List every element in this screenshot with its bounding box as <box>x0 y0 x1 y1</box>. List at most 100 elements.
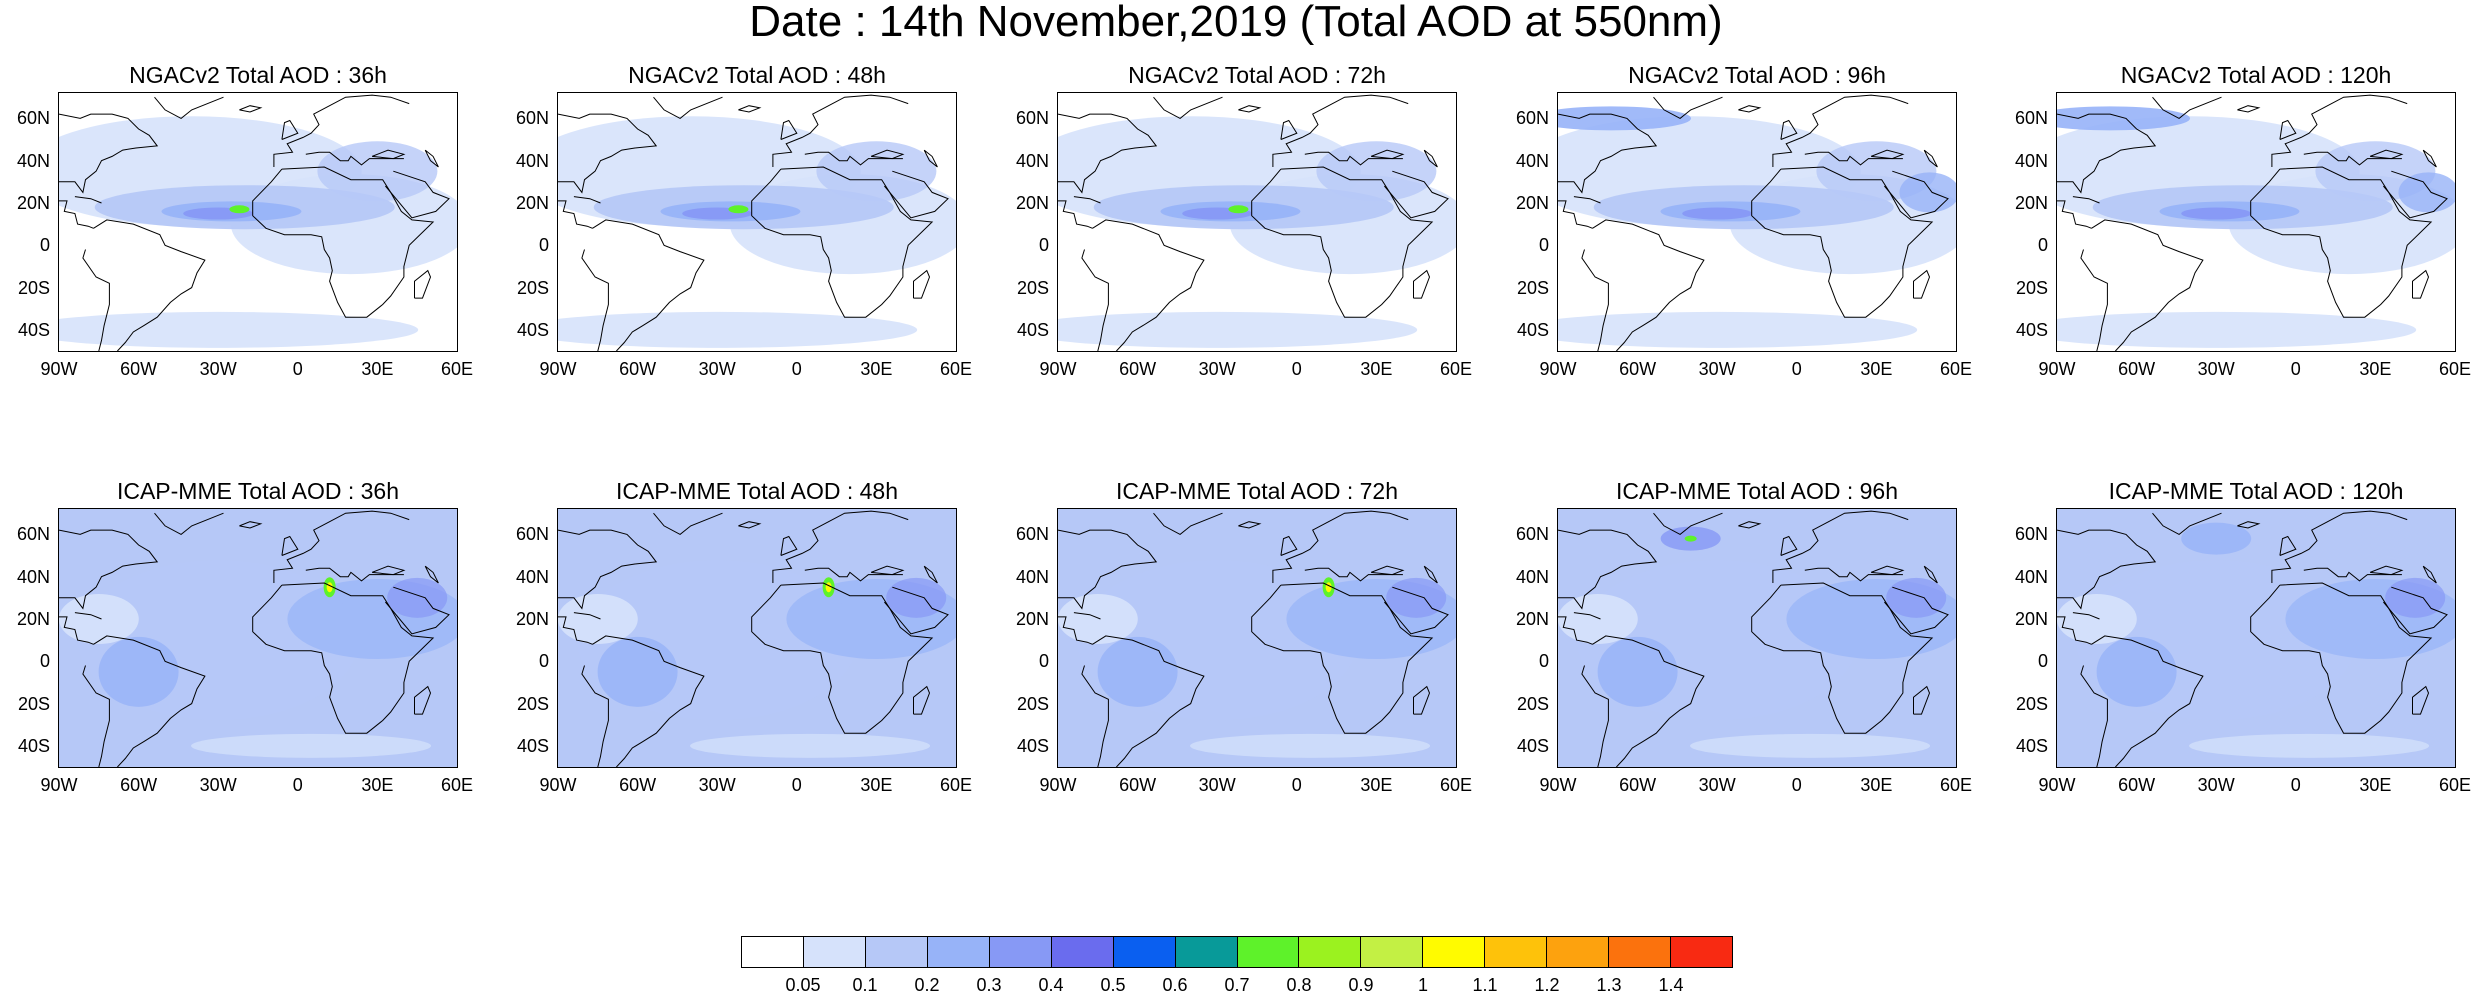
lon-tick-label: 60E <box>939 359 973 379</box>
coastline <box>59 200 94 229</box>
coastline <box>305 567 404 582</box>
lon-tick-label: 30W <box>698 775 736 795</box>
figure-title: Date : 14th November,2019 (Total AOD at … <box>749 0 1723 46</box>
lon-tick-label: 90W <box>1539 775 1577 795</box>
lon-tick-label: 30W <box>2197 775 2235 795</box>
lat-tick-label: 40S <box>1516 319 1549 340</box>
lon-tick-label: 60E <box>1939 359 1973 379</box>
lat-tick-label: 40N <box>2014 566 2048 587</box>
lon-tick-label: 30W <box>698 359 736 379</box>
coastline <box>573 196 601 204</box>
lon-tick-label: 60W <box>120 775 158 795</box>
coastline <box>414 685 432 715</box>
colorbar-label: 0.6 <box>1162 975 1188 995</box>
coastline <box>1780 119 1798 140</box>
colorbar-swatch <box>1423 937 1486 967</box>
coastline <box>82 249 110 351</box>
lat-tick-label: 40S <box>17 735 50 756</box>
coastline <box>558 529 658 610</box>
colorbar-swatch <box>927 937 990 967</box>
coastline <box>1804 567 1903 582</box>
coastline <box>2250 166 2433 318</box>
lon-tick-label: 30E <box>860 775 893 795</box>
coastline <box>154 96 224 119</box>
coastline <box>913 269 931 299</box>
coastline <box>884 170 949 219</box>
lat-tick-label: 40N <box>515 150 549 171</box>
coastline <box>1423 565 1438 584</box>
aod-map <box>1057 508 1457 768</box>
coastline <box>252 582 435 734</box>
lat-tick-label: 20N <box>2014 608 2048 629</box>
colorbar-label: 0.5 <box>1100 975 1126 995</box>
lon-tick-label: 60E <box>2438 359 2472 379</box>
coastline <box>385 170 450 219</box>
lat-tick-label: 60N <box>16 524 50 545</box>
lon-tick-label: 0 <box>2290 775 2301 795</box>
lon-tick-label: 30E <box>1360 359 1393 379</box>
lon-tick-label: 30E <box>1360 775 1393 795</box>
coastline <box>305 151 404 166</box>
lon-tick-label: 60E <box>440 359 474 379</box>
coastline <box>1558 200 1593 229</box>
coastline <box>1772 510 1909 583</box>
lon-tick-label: 0 <box>791 359 802 379</box>
coastline <box>558 616 593 645</box>
lat-tick-label: 20S <box>516 277 549 298</box>
coastline <box>59 529 159 610</box>
lat-tick-label: 20S <box>1516 277 1549 298</box>
colorbar-swatch <box>1237 937 1300 967</box>
coastline <box>1923 149 1938 168</box>
lon-tick-label: 90W <box>539 775 577 795</box>
lon-tick-label: 0 <box>292 775 303 795</box>
lat-tick-label: 0 <box>1038 235 1049 256</box>
coastline <box>1653 512 1723 535</box>
lat-tick-label: 20N <box>2014 192 2048 213</box>
coastline <box>1384 170 1449 219</box>
lat-tick-label: 0 <box>2037 651 2048 672</box>
lat-tick-label: 20S <box>2015 693 2048 714</box>
lat-tick-label: 20N <box>515 192 549 213</box>
lat-tick-label: 20S <box>2015 277 2048 298</box>
lon-tick-label: 0 <box>1791 359 1802 379</box>
lon-tick-label: 60E <box>440 775 474 795</box>
coastline <box>273 94 410 167</box>
coastline <box>1804 151 1903 166</box>
lat-tick-label: 40S <box>17 319 50 340</box>
panel-title: NGACv2 Total AOD : 36h <box>129 62 387 88</box>
lon-tick-label: 60W <box>1119 359 1157 379</box>
lon-tick-label: 60E <box>1439 359 1473 379</box>
lat-tick-label: 40S <box>2015 735 2048 756</box>
coastline <box>239 521 263 529</box>
coastline <box>1058 616 1093 645</box>
coastline <box>2369 149 2404 160</box>
lat-tick-label: 40N <box>1015 150 1049 171</box>
coastline <box>573 612 601 620</box>
coastline <box>1058 113 1158 194</box>
coastline <box>1772 94 1909 167</box>
lat-tick-label: 20N <box>515 608 549 629</box>
aod-map <box>557 508 957 768</box>
lat-tick-label: 40S <box>516 319 549 340</box>
lat-tick-label: 60N <box>515 524 549 545</box>
coastline <box>2057 529 2157 610</box>
colorbar-label: 1.1 <box>1472 975 1498 995</box>
colorbar-swatch <box>803 937 866 967</box>
lon-tick-label: 60E <box>1939 775 1973 795</box>
coastline <box>1413 269 1431 299</box>
coastline <box>1558 113 1658 194</box>
lon-tick-label: 60E <box>2438 775 2472 795</box>
coastline <box>2422 149 2437 168</box>
colorbar-label: 0.4 <box>1038 975 1064 995</box>
lon-tick-label: 30E <box>2359 775 2392 795</box>
lon-tick-label: 30E <box>2359 359 2392 379</box>
colorbar-swatch <box>1051 937 1114 967</box>
panel-title: ICAP-MME Total AOD : 48h <box>615 478 899 504</box>
coastline <box>424 149 439 168</box>
coastline <box>281 535 299 556</box>
lat-tick-label: 20S <box>516 693 549 714</box>
coastline <box>2091 635 2204 767</box>
colorbar-label: 1.2 <box>1534 975 1560 995</box>
aod-map <box>58 508 458 768</box>
colorbar-label: 1.3 <box>1596 975 1622 995</box>
